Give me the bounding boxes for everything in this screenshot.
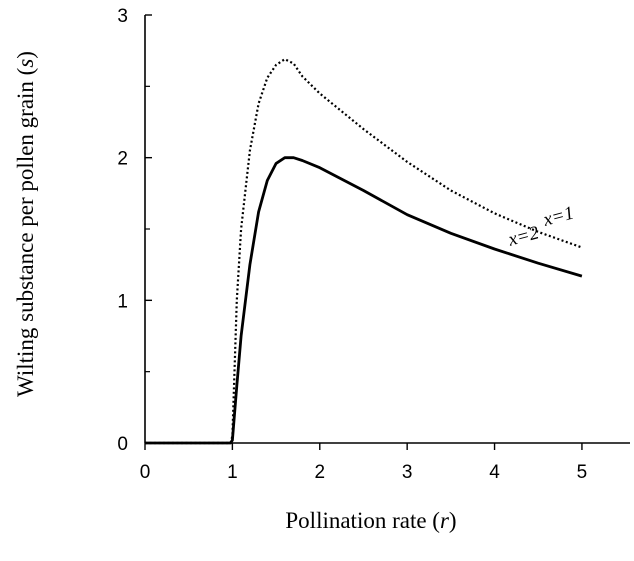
series-group: [145, 58, 583, 445]
x-tick-label: 3: [402, 462, 413, 483]
x-tick-label: 0: [140, 462, 151, 483]
y-axis-title-suffix: ): [13, 51, 38, 59]
x-axis-title-suffix: ): [449, 508, 457, 533]
series-label-x-1: x=1: [540, 202, 576, 231]
annotation-group: x=1x=2: [505, 202, 576, 250]
x-tick-label: 1: [227, 462, 238, 483]
y-tick-label: 2: [117, 149, 128, 170]
x-tick-label: 4: [489, 462, 500, 483]
x-axis-title: Pollination rate (r): [285, 508, 456, 533]
series-line-x-2: [145, 156, 583, 445]
series-line-x-1: [145, 58, 583, 445]
y-ticks: 0 1 2 3: [117, 6, 152, 455]
axes: 0 1 2 3 4 5 0 1 2 3: [117, 6, 630, 483]
y-axis-title: Wilting substance per pollen grain (s): [13, 51, 38, 397]
y-tick-label: 0: [117, 434, 128, 455]
y-tick-label: 1: [117, 291, 128, 312]
x-tick-label: 2: [314, 462, 325, 483]
y-axis-title-prefix: Wilting substance per pollen grain (: [13, 68, 38, 397]
x-axis-title-prefix: Pollination rate (: [285, 508, 440, 533]
x-tick-label: 5: [577, 462, 588, 483]
x-ticks: 0 1 2 3 4 5: [140, 443, 588, 483]
series-label-x-2: x=2: [505, 222, 542, 251]
y-tick-label: 3: [117, 6, 128, 27]
y-axis-title-variable: s: [13, 59, 38, 68]
x-axis-title-variable: r: [440, 508, 450, 533]
